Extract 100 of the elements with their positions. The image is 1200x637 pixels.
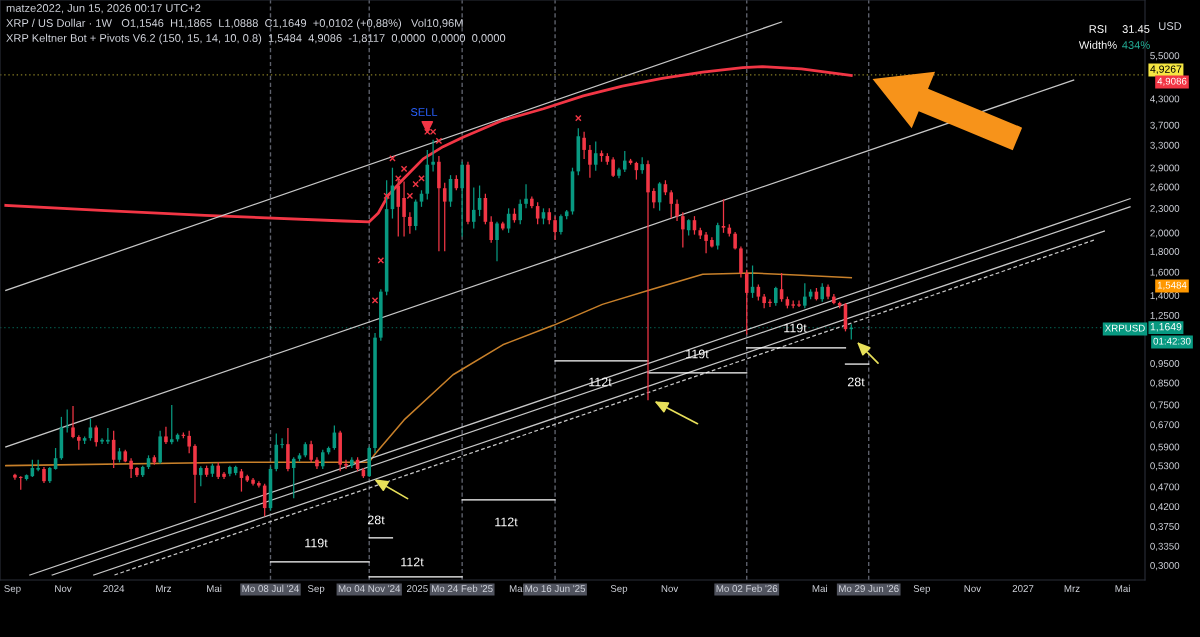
x-tick-label: Nov — [964, 585, 982, 592]
x-tick-label: Mrz — [156, 585, 172, 592]
candlestick — [344, 459, 348, 470]
candlestick — [187, 430, 191, 454]
candlestick — [646, 159, 650, 401]
text: USD — [1159, 22, 1182, 30]
x-tick-label: Sep — [610, 585, 628, 594]
y-tick-label: 0,5300 — [1150, 462, 1180, 471]
y-tick-label: 3,3000 — [1150, 141, 1180, 150]
x-tick-label: 2025 — [407, 585, 428, 592]
x-tick-label: Mai — [812, 584, 827, 592]
y-tick-label: 1,6000 — [1150, 268, 1180, 277]
annotation: XRP Keltner Bot + Pivots V6.2 (150, 15, 14, 10, 0.8) 1,5484 4,9086 -1,8117 0,0000 0,0000 0,0000 — [6, 33, 506, 45]
candlestick — [774, 286, 778, 307]
candlestick — [495, 221, 499, 262]
candlestick — [106, 427, 110, 445]
x-tick-label: Mai — [1115, 584, 1130, 592]
candlestick — [820, 282, 825, 303]
y-tick-label: 0,8500 — [1150, 379, 1180, 388]
candlestick — [582, 131, 586, 160]
y-tick-label: 1,2500 — [1150, 311, 1180, 320]
annotation: Width% — [1078, 40, 1117, 49]
x-tick-label: Nov — [661, 585, 679, 592]
candlestick — [622, 150, 627, 173]
y-tick-label: 0,3750 — [1150, 523, 1180, 532]
candlestick — [681, 211, 685, 249]
point — [377, 257, 385, 264]
candlestick — [611, 156, 615, 178]
candlestick — [803, 282, 807, 309]
candlestick — [71, 405, 75, 439]
candlestick — [431, 139, 435, 173]
x-tick-label: Sep — [4, 585, 21, 594]
point — [371, 297, 379, 304]
candlestick — [704, 231, 708, 254]
candlestick — [721, 198, 726, 234]
annotation: 112t — [401, 557, 424, 567]
y-tick-label: 2,3000 — [1150, 205, 1180, 214]
candlestick — [588, 144, 592, 179]
candlestick — [442, 182, 447, 252]
candlestick — [408, 211, 412, 235]
x-tick-label: Mo 02 Feb '26 — [716, 584, 778, 592]
candlestick — [489, 215, 493, 244]
candlestick — [280, 437, 284, 449]
point — [383, 192, 390, 200]
x-tick-label: Mrz — [1064, 585, 1080, 592]
point — [418, 175, 425, 182]
text: 01:42:30 — [1153, 337, 1191, 345]
annotation: 28t — [847, 377, 865, 387]
x-tick-label: Mo 29 Jun '26 — [839, 585, 899, 592]
y-tick-label: 0,4700 — [1150, 483, 1180, 492]
candlestick — [94, 424, 99, 448]
x-tick-label: Sep — [913, 585, 931, 594]
candlestick — [320, 449, 325, 470]
y-tick-label: 1,4000 — [1150, 292, 1180, 301]
candlestick — [559, 213, 563, 236]
candlestick — [652, 187, 656, 209]
y-tick-label: 3,7000 — [1150, 121, 1180, 130]
annotation: 434% — [1122, 41, 1150, 49]
point — [575, 114, 582, 122]
x-tick-label: Mai — [207, 584, 222, 592]
annotation: 112t — [495, 517, 518, 527]
annotation: matze2022, Jun 15, 2026 00:17 UTC+2 — [6, 4, 201, 14]
candlestick — [524, 183, 528, 209]
candlestick — [471, 186, 476, 230]
annotation: RSI — [1089, 25, 1107, 33]
candlestick — [291, 456, 296, 499]
y-tick-label: 0,5900 — [1150, 443, 1180, 452]
ref-line-label: 1,1649 — [1150, 323, 1182, 332]
x-tick-label: Mo 04 Nov '24 — [338, 585, 401, 592]
annotation: XRPUSD — [1104, 324, 1145, 332]
annotation: SELL — [410, 108, 438, 116]
x-tick-label: Nov — [55, 585, 72, 592]
x-tick-label: 2024 — [103, 585, 125, 592]
point — [421, 121, 434, 133]
annotation: 28t — [367, 515, 385, 525]
text: 4,9086 — [1157, 77, 1187, 86]
candlestick — [129, 457, 133, 479]
candlestick — [460, 161, 464, 238]
y-tick-label: 2,9000 — [1150, 164, 1180, 173]
candlestick — [199, 465, 203, 487]
y-tick-label: 0,9500 — [1150, 360, 1180, 369]
y-tick-label: 0,3350 — [1150, 542, 1180, 551]
candlestick — [593, 140, 598, 172]
point — [389, 155, 396, 162]
y-tick-label: 2,0000 — [1150, 229, 1180, 238]
candlestick — [309, 440, 313, 463]
candlestick — [100, 437, 104, 445]
point — [435, 137, 443, 145]
y-tick-label: 5,5000 — [1150, 52, 1180, 61]
point — [412, 180, 419, 188]
x-tick-label: Mo 16 Jun '25 — [525, 585, 586, 592]
candlestick — [797, 299, 801, 308]
x-tick-label: Mai — [509, 584, 525, 592]
x-tick-label: Mo 08 Jul '24 — [242, 584, 299, 592]
candlestick — [675, 198, 679, 222]
y-tick-label: 0,7500 — [1150, 401, 1180, 410]
candlestick — [669, 189, 674, 220]
ref-line-label: 4,9267 — [1150, 65, 1182, 74]
annotation: 119t — [784, 323, 807, 333]
x-tick-label: Mo 24 Feb '25 — [432, 584, 493, 592]
